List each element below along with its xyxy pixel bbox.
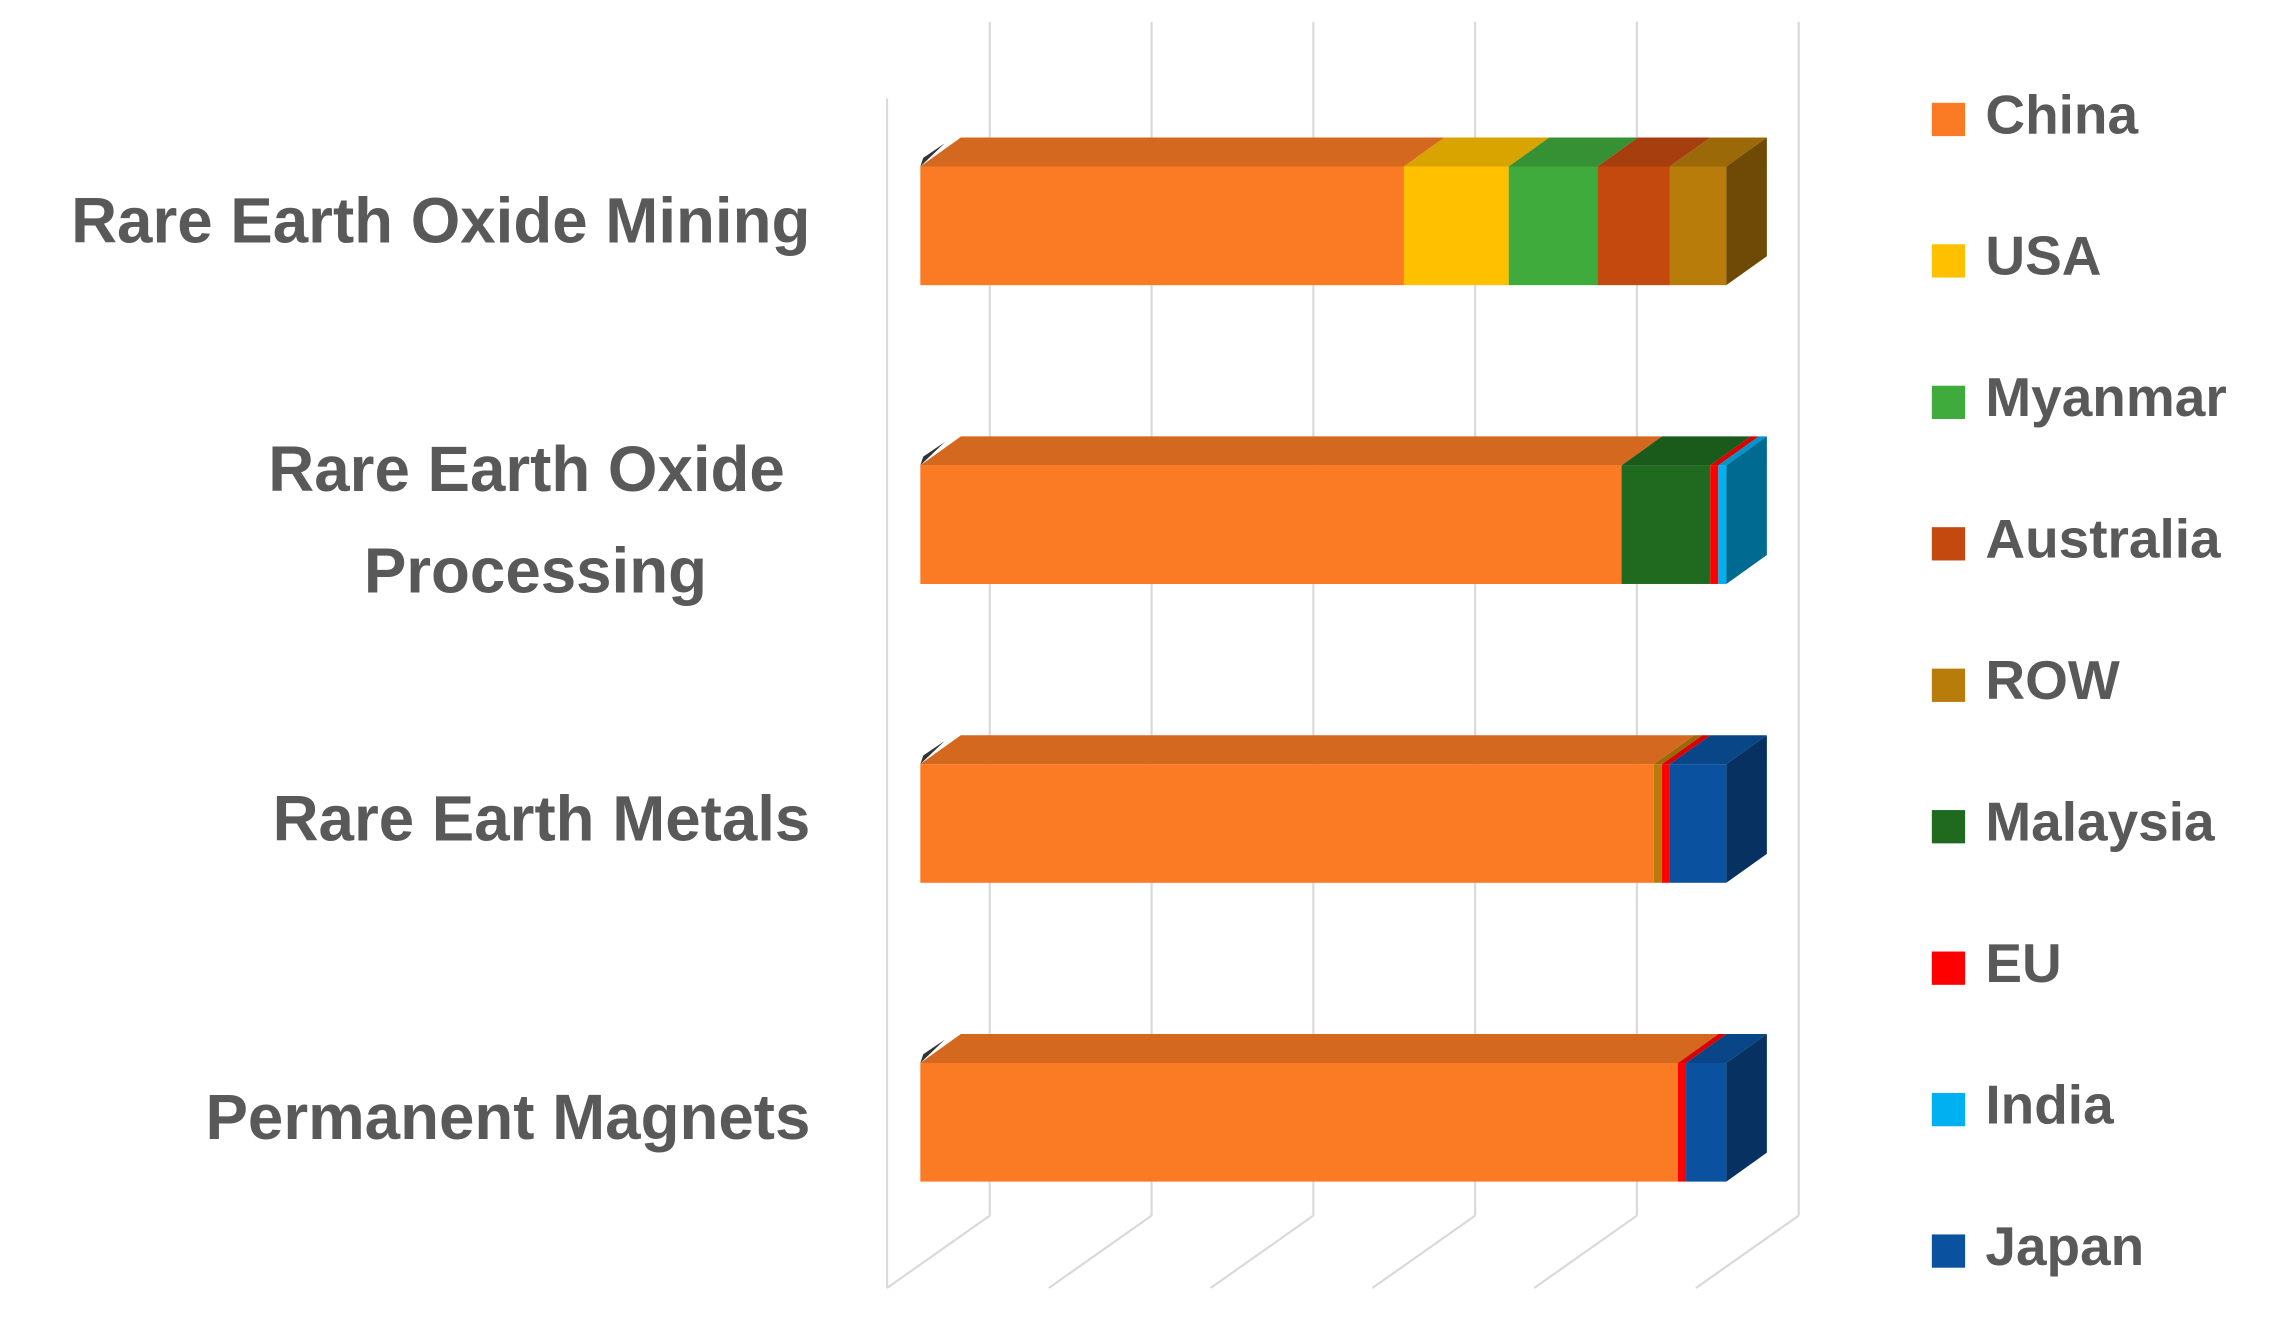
category-label: Permanent Magnets [205,1082,810,1153]
bar-edge [920,143,945,167]
bar-edge [920,442,945,466]
bar-segment [1403,166,1509,286]
floor-grid-line [1048,1214,1153,1289]
legend-label: USA [1985,225,2101,287]
legend-label: Australia [1985,508,2221,570]
legend-swatch [1931,951,1966,985]
bar-segment [1677,1062,1687,1182]
bar-top [1718,436,1767,466]
bar-segment [1718,465,1727,584]
legend-swatch [1931,527,1966,561]
legend-label: EU [1985,932,2061,994]
bar-side [1726,436,1767,584]
legend-label: Japan [1985,1215,2144,1277]
bar-top [1597,137,1711,167]
floor-grid-line [1695,1214,1800,1289]
bar-side [1726,1034,1767,1182]
bar-top [1710,436,1759,466]
bar-top [1653,735,1703,765]
bar-top [920,1034,1719,1063]
bar-top [1508,137,1638,167]
bar-segment [920,764,1654,883]
bar-top [1669,735,1767,765]
bar-top [920,436,1663,466]
legend-swatch [1931,244,1966,278]
bar-top [1661,735,1711,765]
bar-top [1677,1034,1727,1063]
bar-segment [920,465,1622,584]
floor-grid-line [1209,1214,1314,1289]
legend-label: China [1985,83,2138,145]
bar-top [1621,436,1751,466]
category-label: Rare Earth Oxide Mining [71,186,810,257]
bar-segment [1669,764,1727,883]
bar-top [1403,137,1550,167]
legend-swatch [1931,668,1966,702]
bar-top [1686,1034,1767,1063]
bar-edge [920,740,945,765]
bar-top [1669,137,1767,167]
bar-segment [1508,166,1598,286]
legend-swatch [1931,1234,1966,1268]
bar-segment [1710,465,1719,584]
bar-side [1726,137,1767,286]
category-label: Rare Earth Metals [273,783,811,854]
bar-side [1726,735,1767,883]
bar-segment [1653,764,1662,883]
bar-segment [1669,166,1727,286]
floor-grid-line [1371,1214,1476,1289]
bar-segment [920,166,1404,286]
legend-label: India [1985,1073,2114,1135]
bar-segment [1597,166,1670,286]
category-label-line: Rare Earth Oxide [268,434,802,505]
legend-swatch [1931,102,1966,137]
bar-segment [1621,465,1711,584]
floor-grid-line [1533,1214,1638,1289]
legend-label: ROW [1985,649,2119,711]
category-label: Rare Earth Oxide Processing [268,434,802,606]
bar-segment [1661,764,1670,883]
floor-grid-line [886,1214,991,1289]
legend-swatch [1931,385,1966,420]
category-label-line: Processing [364,535,707,606]
legend-label: Malaysia [1985,791,2215,853]
bar-top [920,137,1445,167]
legend-swatch [1931,810,1966,844]
bar-top [920,735,1695,765]
bar-segment [920,1062,1678,1182]
legend-swatch [1931,1092,1966,1127]
bar-segment [1686,1062,1727,1182]
legend-label: Myanmar [1985,366,2226,428]
